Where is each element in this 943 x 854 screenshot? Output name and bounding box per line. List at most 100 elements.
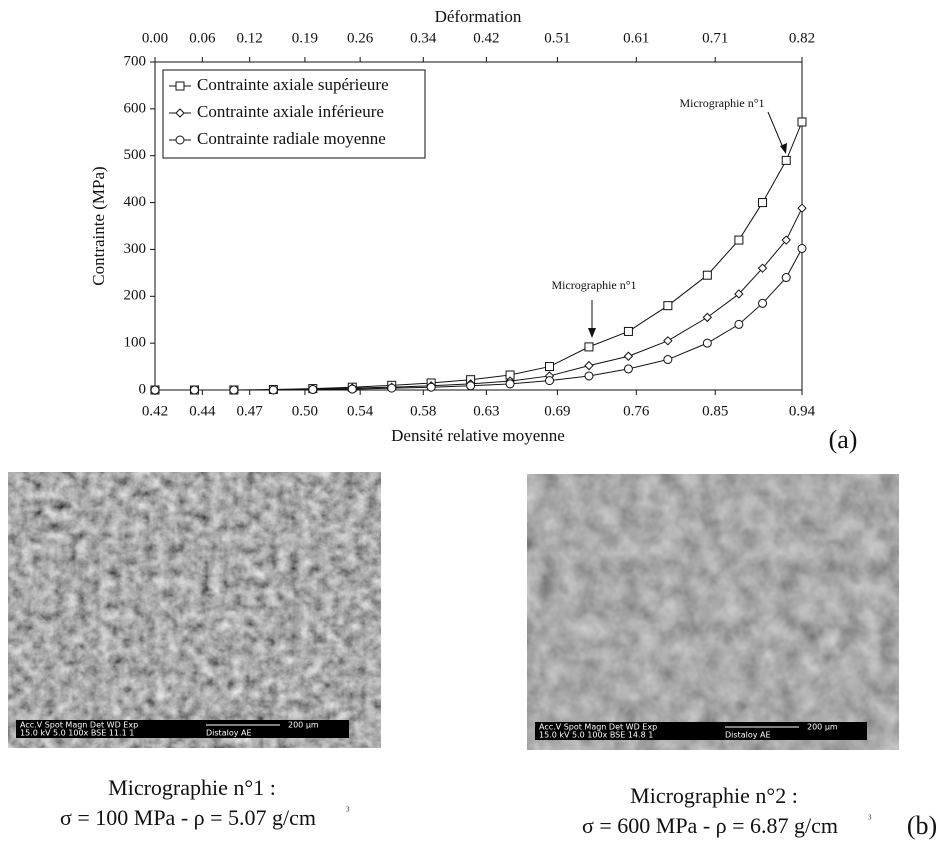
legend-label: Contrainte radiale moyenne — [197, 129, 386, 148]
density-tick-label: 0.54 — [347, 403, 374, 419]
y-tick-label: 0 — [139, 381, 147, 397]
density-tick-label: 0.94 — [789, 403, 816, 419]
marker — [734, 235, 744, 245]
marker — [545, 362, 555, 372]
marker — [797, 203, 807, 213]
info-text: 15.0 kV 5.0 100x BSE 11.1 1 — [20, 729, 134, 738]
x-tick-label: 0.51 — [544, 30, 570, 46]
y-tick-label: 200 — [124, 288, 147, 304]
density-tick-label: 0.42 — [142, 403, 168, 419]
marker — [466, 381, 476, 391]
y-axis-title: Contrainte (MPa) — [89, 166, 108, 285]
y-tick-label: 600 — [124, 100, 147, 116]
marker — [702, 338, 712, 348]
marker — [663, 355, 673, 365]
plot-frame — [154, 61, 803, 391]
marker — [189, 385, 199, 395]
info-text: Acc.V Spot Magn Det WD Exp — [20, 721, 138, 730]
micrograph-image — [8, 472, 381, 748]
x-tick-label: 0.42 — [473, 30, 499, 46]
marker — [734, 289, 744, 299]
micrograph-image — [527, 474, 899, 750]
marker — [781, 273, 791, 283]
marker — [150, 385, 160, 395]
density-tick-label: 0.50 — [292, 403, 318, 419]
caption: σ = 600 MPa - ρ = 6.87 g/cm — [582, 813, 838, 838]
info-text: 200 µm — [807, 723, 838, 732]
marker — [623, 326, 633, 336]
y-tick-label: 300 — [124, 241, 147, 257]
caption-superscript: 3 — [346, 806, 350, 814]
marker — [623, 351, 634, 361]
x-tick-label: 0.26 — [347, 30, 374, 46]
marker — [702, 270, 712, 280]
legend-marker — [175, 135, 185, 145]
marker — [505, 379, 515, 389]
density-tick-label: 0.47 — [237, 403, 264, 419]
legend: Contrainte axiale supérieure Contrainte a… — [162, 69, 426, 159]
marker — [584, 342, 594, 352]
top-axis-title: Déformation — [435, 7, 522, 26]
x-tick-label: 0.00 — [142, 30, 168, 46]
marker — [758, 198, 768, 208]
caption-superscript: 3 — [868, 814, 872, 822]
density-tick-label: 0.69 — [544, 403, 570, 419]
marker — [757, 263, 768, 273]
y-tick-label: 100 — [124, 335, 147, 351]
x-axis-title: Densité relative moyenne — [391, 426, 565, 445]
panel-label: (b) — [907, 811, 937, 840]
marker — [797, 117, 807, 127]
density-tick-label: 0.44 — [189, 403, 216, 419]
info-text: 200 µm — [288, 721, 319, 730]
marker — [387, 383, 397, 393]
legend-marker — [175, 81, 185, 91]
marker — [308, 385, 318, 395]
info-text: 15.0 kV 5.0 100x BSE 14.8 1 — [539, 731, 653, 740]
marker — [584, 360, 594, 371]
marker — [781, 155, 791, 165]
y-tick-label: 400 — [124, 194, 147, 210]
marker — [781, 235, 791, 245]
legend-box — [162, 69, 426, 159]
caption: σ = 100 MPa - ρ = 5.07 g/cm — [60, 805, 316, 830]
arrow-head — [780, 143, 787, 154]
annotation-arrow — [767, 111, 785, 151]
marker — [663, 336, 673, 346]
caption: Micrographie n°1 : — [108, 775, 276, 800]
marker — [584, 371, 594, 381]
marker — [268, 385, 278, 395]
annotation: Micrographie n°1 — [551, 278, 636, 292]
legend-label: Contrainte axiale supérieure — [197, 75, 389, 94]
marker — [702, 312, 713, 323]
y-tick-label: 500 — [124, 147, 147, 163]
marker — [797, 243, 807, 253]
info-text: Distaloy AE — [725, 731, 771, 740]
series-line — [155, 121, 803, 391]
density-tick-label: 0.76 — [623, 403, 650, 419]
marker — [347, 384, 357, 394]
x-tick-label: 0.71 — [702, 30, 728, 46]
marker — [734, 319, 744, 329]
density-tick-label: 0.85 — [702, 403, 728, 419]
series-line — [155, 207, 803, 391]
x-tick-label: 0.06 — [189, 30, 216, 46]
panel-label: (a) — [829, 425, 858, 454]
legend-label: Contrainte axiale inférieure — [197, 102, 384, 121]
info-text: Acc.V Spot Magn Det WD Exp — [539, 723, 657, 732]
density-tick-label: 0.63 — [473, 403, 499, 419]
x-tick-label: 0.82 — [789, 30, 815, 46]
marker — [426, 382, 436, 392]
x-tick-label: 0.19 — [292, 30, 318, 46]
caption: Micrographie n°2 : — [630, 783, 798, 808]
info-text: Distaloy AE — [206, 729, 252, 738]
x-tick-label: 0.12 — [237, 30, 263, 46]
arrow-head — [588, 328, 596, 338]
marker — [545, 376, 555, 386]
annotation: Micrographie n°1 — [679, 96, 764, 110]
x-tick-label: 0.61 — [623, 30, 649, 46]
x-tick-label: 0.34 — [410, 30, 437, 46]
marker — [758, 298, 768, 308]
legend-marker — [175, 108, 185, 118]
density-tick-label: 0.58 — [410, 403, 436, 419]
